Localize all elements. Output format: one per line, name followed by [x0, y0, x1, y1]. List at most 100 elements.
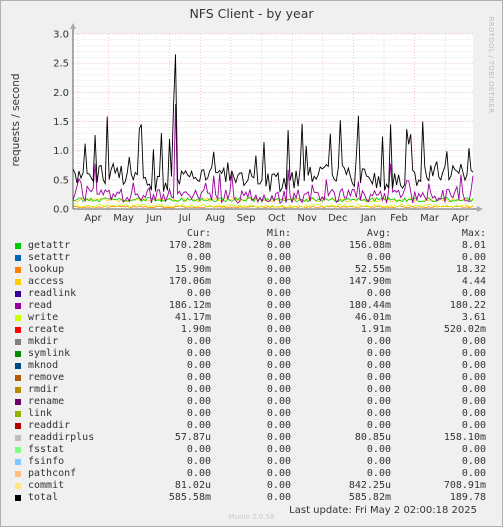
legend-swatch-pathconf — [15, 471, 21, 477]
x-tick-label: Sep — [237, 213, 256, 224]
legend-swatch-write — [15, 315, 21, 321]
legend-min-rmdir: 0.00 — [266, 384, 291, 395]
legend-avg-symlink: 0.00 — [366, 348, 391, 359]
y-tick-label: 2.0 — [53, 88, 69, 99]
series-lines — [72, 54, 474, 209]
legend-avg-read: 180.44m — [348, 300, 391, 311]
series-lookup — [72, 205, 474, 209]
legend-max-link: 0.00 — [461, 408, 486, 419]
legend-name-mknod: mknod — [28, 360, 59, 371]
legend-max-readdir: 0.00 — [461, 420, 486, 431]
legend-name-create: create — [28, 324, 65, 335]
legend-min-lookup: 0.00 — [266, 264, 291, 275]
legend-max-mknod: 0.00 — [461, 360, 486, 371]
legend-min-link: 0.00 — [266, 408, 291, 419]
legend-swatch-fsstat — [15, 447, 21, 453]
header-cur: Cur: — [186, 228, 211, 239]
legend-swatch-rename — [15, 399, 21, 405]
legend-max-access: 4.44 — [461, 276, 486, 287]
legend-name-access: access — [28, 276, 65, 287]
legend-min-mknod: 0.00 — [266, 360, 291, 371]
legend-min-write: 0.00 — [266, 312, 291, 323]
y-tick-label: 1.5 — [53, 117, 69, 128]
legend-swatch-access — [15, 279, 21, 285]
legend-max-pathconf: 0.00 — [461, 468, 486, 479]
legend-cur-readdirplus: 57.87u — [174, 432, 211, 443]
legend-cur-lookup: 15.90m — [174, 264, 211, 275]
x-tick-label: May — [113, 213, 134, 224]
legend-cur-fsstat: 0.00 — [186, 444, 211, 455]
legend-avg-create: 1.91m — [360, 324, 391, 335]
legend-cur-fsinfo: 0.00 — [186, 456, 211, 467]
legend-avg-remove: 0.00 — [366, 372, 391, 383]
legend-cur-readlink: 0.00 — [186, 288, 211, 299]
legend-min-create: 0.00 — [266, 324, 291, 335]
legend-max-total: 189.78 — [449, 492, 486, 503]
legend-cur-create: 1.90m — [180, 324, 211, 335]
legend-name-symlink: symlink — [28, 348, 71, 359]
legend-name-write: write — [28, 312, 59, 323]
legend-avg-readlink: 0.00 — [366, 288, 391, 299]
legend-name-fsstat: fsstat — [28, 444, 65, 455]
y-tick-labels: 0.0 0.5 1.0 1.5 2.0 2.5 3.0 — [53, 30, 69, 216]
x-tick-label: Jul — [178, 213, 191, 224]
legend-name-mkdir: mkdir — [28, 336, 59, 347]
legend-min-setattr: 0.00 — [266, 252, 291, 263]
legend-name-setattr: setattr — [28, 252, 71, 263]
header-min: Min: — [266, 228, 291, 239]
legend-max-write: 3.61 — [461, 312, 486, 323]
legend-avg-getattr: 156.08m — [348, 240, 391, 251]
y-tick-label: 0.5 — [53, 175, 69, 186]
legend-max-commit: 708.91m — [443, 480, 486, 491]
legend-name-link: link — [28, 408, 53, 419]
legend-cur-mknod: 0.00 — [186, 360, 211, 371]
legend-max-lookup: 18.32 — [455, 264, 486, 275]
legend-cur-symlink: 0.00 — [186, 348, 211, 359]
legend-max-rename: 0.00 — [461, 396, 486, 407]
legend-max-fsstat: 0.00 — [461, 444, 486, 455]
legend-max-fsinfo: 0.00 — [461, 456, 486, 467]
y-tick-label: 2.5 — [53, 59, 69, 70]
legend-min-fsinfo: 0.00 — [266, 456, 291, 467]
legend-cur-total: 585.58m — [168, 492, 211, 503]
x-tick-label: Jun — [145, 213, 162, 224]
legend-min-access: 0.00 — [266, 276, 291, 287]
legend-min-readdir: 0.00 — [266, 420, 291, 431]
legend-min-symlink: 0.00 — [266, 348, 291, 359]
legend-name-remove: remove — [28, 372, 65, 383]
legend-swatch-readlink — [15, 291, 21, 297]
legend-avg-setattr: 0.00 — [366, 252, 391, 263]
header-avg: Avg: — [366, 228, 391, 239]
chart-title: NFS Client - by year — [189, 6, 314, 21]
legend-avg-fsstat: 0.00 — [366, 444, 391, 455]
legend-name-pathconf: pathconf — [28, 468, 77, 479]
legend-name-lookup: lookup — [28, 264, 65, 275]
legend-min-rename: 0.00 — [266, 396, 291, 407]
legend-cur-rename: 0.00 — [186, 396, 211, 407]
legend-cur-mkdir: 0.00 — [186, 336, 211, 347]
legend-min-commit: 0.00 — [266, 480, 291, 491]
x-tick-label: Apr — [84, 213, 102, 224]
legend-min-readdirplus: 0.00 — [266, 432, 291, 443]
legend-swatch-symlink — [15, 351, 21, 357]
plot-area: 0.0 0.5 1.0 1.5 2.0 2.5 3.0 Apr May Jun Jul Aug Sep… — [53, 23, 483, 224]
legend-max-mkdir: 0.00 — [461, 336, 486, 347]
legend-min-mkdir: 0.00 — [266, 336, 291, 347]
legend-min-readlink: 0.00 — [266, 288, 291, 299]
legend-max-getattr: 8.01 — [461, 240, 486, 251]
legend-name-commit: commit — [28, 480, 65, 491]
legend-cur-link: 0.00 — [186, 408, 211, 419]
legend-name-fsinfo: fsinfo — [28, 456, 65, 467]
legend-name-rmdir: rmdir — [28, 384, 59, 395]
legend-avg-fsinfo: 0.00 — [366, 456, 391, 467]
legend-avg-write: 46.01m — [354, 312, 391, 323]
legend-avg-readdir: 0.00 — [366, 420, 391, 431]
legend-swatch-mknod — [15, 363, 21, 369]
legend-swatch-create — [15, 327, 21, 333]
legend-avg-rename: 0.00 — [366, 396, 391, 407]
legend-name-rename: rename — [28, 396, 65, 407]
legend-swatch-commit — [15, 483, 21, 489]
legend-swatch-total — [15, 495, 21, 501]
x-tick-label: Mar — [420, 213, 440, 224]
y-tick-label: 3.0 — [53, 30, 69, 41]
